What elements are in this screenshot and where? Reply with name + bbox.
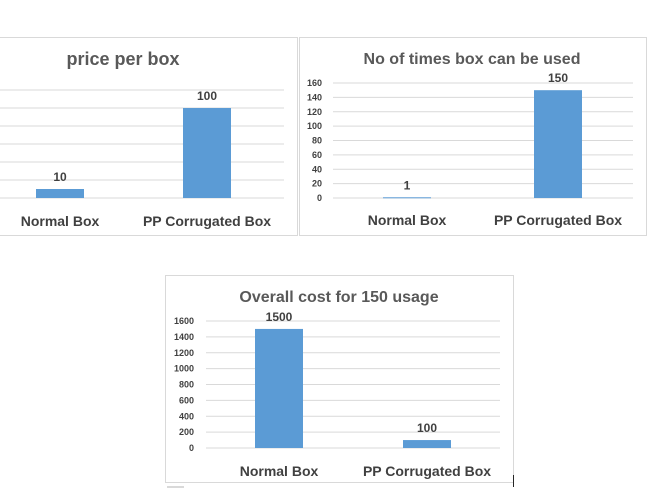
cursor-mark	[513, 475, 514, 487]
data-label: 100	[197, 89, 217, 103]
y-tick-label: 600	[179, 395, 194, 405]
data-label: 10	[53, 170, 67, 184]
bar	[183, 108, 231, 198]
data-label: 150	[548, 71, 568, 85]
y-tick-label: 60	[312, 150, 322, 160]
bar	[255, 328, 303, 448]
y-tick-label: 100	[307, 121, 322, 131]
bar	[383, 197, 431, 199]
y-tick-label: 800	[179, 380, 194, 390]
category-label: Normal Box	[368, 212, 447, 228]
chart-title: Overall cost for 150 usage	[239, 289, 438, 306]
y-tick-label: 80	[312, 136, 322, 146]
y-tick-label: 200	[179, 427, 194, 437]
category-label: Normal Box	[21, 213, 100, 229]
data-label: 1500	[266, 310, 293, 324]
y-tick-label: 140	[307, 92, 322, 102]
y-tick-label: 40	[312, 164, 322, 174]
category-label: PP Corrugated Box	[363, 463, 491, 479]
chart-overall-cost: Overall cost for 150 usage 0 200 400 600 800 1…	[165, 275, 514, 483]
chart-price-per-box: price per box 10 Normal Box 100 PP Corrugate…	[0, 37, 298, 236]
chart-usage-count-svg: No of times box can be used 0 20 40 60 80 100 1…	[307, 51, 633, 228]
bar	[403, 440, 451, 448]
y-tick-label: 0	[317, 193, 322, 203]
corner-mark	[167, 486, 184, 488]
bar	[534, 90, 582, 198]
y-tick-label: 1200	[174, 348, 194, 358]
y-tick-label: 160	[307, 78, 322, 88]
y-tick-label: 1400	[174, 332, 194, 342]
category-label: PP Corrugated Box	[494, 212, 622, 228]
data-label: 100	[417, 421, 437, 435]
chart-usage-count: No of times box can be used 0 20 40 60 80 100 1…	[299, 37, 647, 236]
chart-price-per-box-svg: price per box 10 Normal Box 100 PP Corrugate…	[0, 49, 284, 229]
chart-title: No of times box can be used	[364, 51, 581, 68]
y-tick-label: 1600	[174, 316, 194, 326]
chart-overall-cost-svg: Overall cost for 150 usage 0 200 400 600 800 1…	[174, 289, 500, 479]
data-label: 1	[404, 178, 411, 192]
y-tick-label: 0	[189, 443, 194, 453]
bar	[36, 189, 84, 198]
y-tick-label: 120	[307, 107, 322, 117]
category-label: PP Corrugated Box	[143, 213, 271, 229]
category-label: Normal Box	[240, 463, 319, 479]
y-tick-label: 20	[312, 179, 322, 189]
y-tick-label: 1000	[174, 364, 194, 374]
y-tick-label: 400	[179, 411, 194, 421]
chart-title: price per box	[66, 49, 179, 69]
